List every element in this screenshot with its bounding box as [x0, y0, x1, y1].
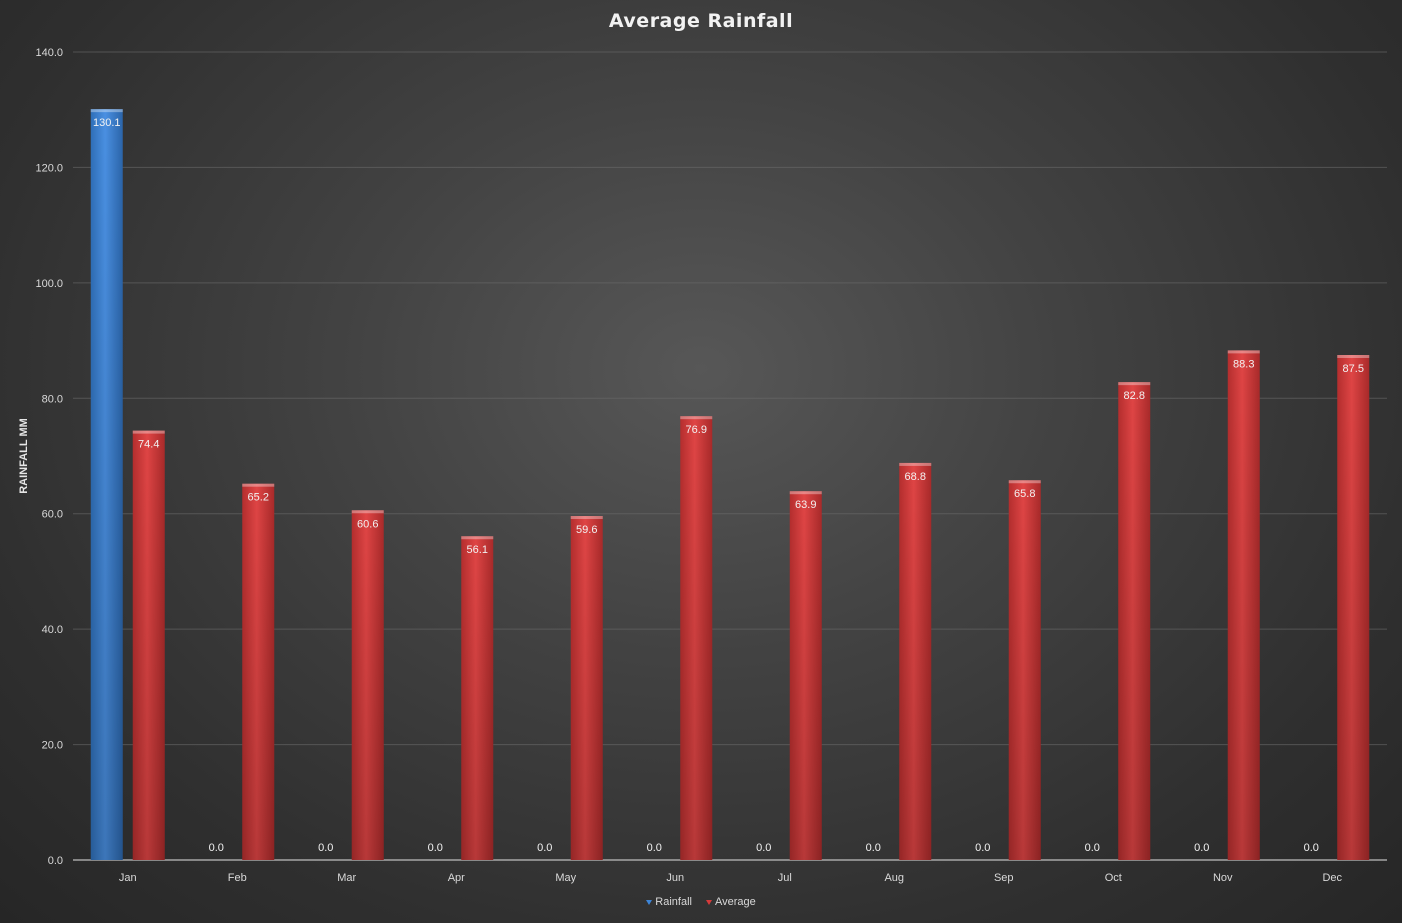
data-label-rainfall: 0.0 — [1085, 842, 1100, 854]
x-tick-label: Nov — [1213, 872, 1233, 884]
bar-cap-average — [1227, 350, 1260, 354]
y-tick-label: 60.0 — [42, 509, 63, 521]
data-label-rainfall: 0.0 — [1304, 842, 1319, 854]
legend-marker-rainfall — [646, 899, 653, 905]
bar-cap-average — [351, 510, 384, 514]
bars — [90, 109, 1370, 860]
bar-cap-average — [1118, 382, 1151, 386]
data-label-rainfall: 130.1 — [93, 117, 121, 129]
x-tick-label: Jun — [666, 872, 684, 884]
data-label-average: 65.8 — [1014, 488, 1035, 500]
bar-shade-average — [570, 516, 603, 860]
bar-cap-average — [680, 416, 713, 420]
bar-shade-rainfall — [90, 109, 123, 860]
bar-shade-average — [1227, 350, 1260, 860]
x-tick-label: Feb — [228, 872, 247, 884]
bar-cap-average — [1008, 480, 1041, 484]
data-label-rainfall: 0.0 — [318, 842, 333, 854]
bar-shade-average — [1118, 382, 1151, 860]
legend-marker-average — [705, 899, 712, 905]
data-label-rainfall: 0.0 — [975, 842, 990, 854]
bar-shade-average — [899, 462, 932, 860]
data-label-rainfall: 0.0 — [428, 842, 443, 854]
chart-title: Average Rainfall — [608, 10, 794, 32]
data-label-average: 63.9 — [795, 499, 816, 511]
bar-shade-average — [1008, 480, 1041, 860]
bar-cap-average — [132, 430, 165, 434]
bar-cap-rainfall — [90, 109, 123, 113]
bar-cap-average — [789, 491, 822, 495]
data-labels: 130.1 74.4 0.0 65.2 0.0 60.6 0.0 56.1 0.0 59.6 0.0… — [93, 117, 1364, 854]
y-tick-label: 20.0 — [42, 740, 63, 752]
legend: Rainfall Average — [0, 896, 1402, 908]
bar-cap-average — [570, 516, 603, 520]
gridlines — [73, 51, 1387, 861]
legend-item-rainfall[interactable]: Rainfall — [646, 896, 692, 908]
x-tick-label: Oct — [1105, 872, 1122, 884]
data-label-rainfall: 0.0 — [1194, 842, 1209, 854]
bar-shade-average — [461, 536, 494, 860]
x-tick-label: May — [555, 872, 576, 884]
y-tick-label: 120.0 — [35, 162, 63, 174]
x-tick-label: Mar — [337, 872, 356, 884]
x-tick-label: Jul — [778, 872, 792, 884]
bar-shade-average — [789, 491, 822, 860]
x-tick-label: Jan — [119, 872, 137, 884]
x-tick-label: Apr — [448, 872, 465, 884]
data-label-rainfall: 0.0 — [647, 842, 662, 854]
data-label-average: 60.6 — [357, 518, 378, 530]
y-tick-label: 0.0 — [48, 855, 63, 867]
x-tick-label: Dec — [1322, 872, 1342, 884]
data-label-rainfall: 0.0 — [756, 842, 771, 854]
data-label-rainfall: 0.0 — [537, 842, 552, 854]
data-label-average: 87.5 — [1343, 363, 1364, 375]
data-label-rainfall: 0.0 — [866, 842, 881, 854]
x-tick-label: Sep — [994, 872, 1014, 884]
bar-cap-average — [461, 536, 494, 540]
data-label-average: 82.8 — [1124, 390, 1145, 402]
data-label-average: 74.4 — [138, 439, 159, 451]
bar-shade-average — [242, 483, 275, 860]
data-label-average: 88.3 — [1233, 358, 1254, 370]
y-tick-label: 100.0 — [35, 278, 63, 290]
legend-label-average: Average — [714, 896, 756, 908]
y-axis-ticks: 0.0 20.0 40.0 60.0 80.0 100.0 120.0 140.0 — [35, 47, 63, 867]
x-tick-label: Aug — [884, 872, 904, 884]
legend-label-rainfall: Rainfall — [655, 896, 692, 908]
bar-cap-average — [1337, 355, 1370, 358]
bar-shade-average — [132, 430, 165, 860]
bar-cap-average — [899, 462, 932, 466]
bar-shade-average — [1337, 355, 1370, 860]
data-label-average: 68.8 — [905, 471, 926, 483]
y-tick-label: 140.0 — [35, 47, 63, 59]
bar-shade-average — [351, 510, 384, 860]
y-tick-label: 80.0 — [42, 393, 63, 405]
data-label-average: 59.6 — [576, 524, 597, 536]
bar-cap-average — [242, 483, 275, 487]
bar-shade-average — [680, 416, 713, 860]
data-label-average: 76.9 — [686, 424, 707, 436]
data-label-average: 56.1 — [467, 544, 488, 556]
y-tick-label: 40.0 — [42, 624, 63, 636]
data-label-rainfall: 0.0 — [209, 842, 224, 854]
data-label-average: 65.2 — [248, 492, 269, 504]
x-axis-ticks: Jan Feb Mar Apr May Jun Jul Aug Sep Oct Nov Dec — [119, 872, 1343, 884]
legend-item-average[interactable]: Average — [705, 896, 756, 908]
